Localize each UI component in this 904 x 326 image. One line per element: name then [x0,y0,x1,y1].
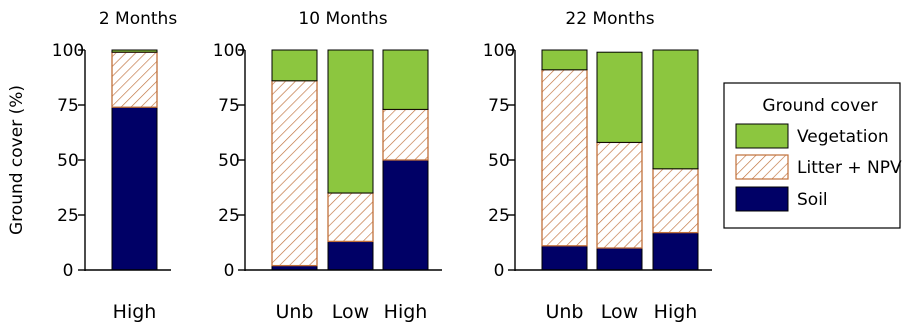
x-tick-label-unb: Unb [275,301,313,323]
legend: Ground cover Vegetation Litter + NPV Soi… [723,82,902,229]
panel-title: 2 Months [99,9,178,29]
y-tick-label: 75 [488,96,510,116]
panel-10-months: 10 Months Unb Low High 0 25 50 75 100 [213,9,442,323]
bar-soil-high [382,159,429,271]
y-tick-label: 25 [488,206,510,226]
legend-swatch-litter [735,154,789,180]
bar-vegetation-low [327,49,374,194]
legend-swatch-vegetation [735,123,789,149]
x-tick-label-low: Low [332,301,369,323]
bar-vegetation-high [652,49,699,170]
y-tick-label: 0 [224,261,235,281]
bar-litter-npv-low [327,192,374,243]
bar-litter-npv-unb [271,80,318,267]
bar-vegetation-high [382,49,429,110]
panel-title: 22 Months [565,9,654,29]
y-tick-label: 100 [483,41,515,61]
x-tick-label-high: High [654,301,698,323]
legend-label-soil: Soil [797,190,828,210]
y-tick-label: 75 [218,96,240,116]
x-tick-label-low: Low [601,301,638,323]
bar-vegetation-unb [541,49,588,71]
panel-22-months: 22 Months Unb Low High 0 25 50 75 100 [483,9,712,323]
y-tick-label: 0 [63,261,74,281]
bar-vegetation-low [596,51,643,143]
bar-litter-npv-high [382,108,429,161]
legend-label-litter: Litter + NPV [797,158,902,178]
x-tick-label-high: High [384,301,428,323]
bar-vegetation-high [111,49,158,53]
y-axis-label: Ground cover (%) [7,85,27,235]
y-tick-label: 100 [213,41,245,61]
y-tick-label: 100 [52,41,84,61]
y-tick-label: 25 [57,206,79,226]
legend-title: Ground cover [762,96,877,116]
x-tick-label-unb: Unb [545,301,583,323]
bar-litter-npv-high [652,168,699,234]
legend-swatch-soil [735,186,789,212]
bar-litter-npv-low [596,141,643,249]
x-tick-label-high: High [113,301,157,323]
bar-soil-high [652,232,699,271]
y-tick-label: 25 [218,206,240,226]
y-tick-label: 50 [57,151,79,171]
bar-soil-low [596,247,643,271]
bar-litter-npv-high [111,51,158,108]
bar-vegetation-unb [271,49,318,82]
bar-soil-unb [541,245,588,271]
y-tick-label: 50 [488,151,510,171]
y-tick-label: 50 [218,151,240,171]
y-tick-label: 0 [494,261,505,281]
panel-2-months: 2 Months High 0 25 50 75 100 [52,9,178,323]
legend-label-vegetation: Vegetation [797,127,889,147]
bar-soil-high [111,106,158,271]
bar-soil-low [327,240,374,271]
y-tick-label: 75 [57,96,79,116]
panel-title: 10 Months [298,9,387,29]
bar-litter-npv-unb [541,69,588,247]
